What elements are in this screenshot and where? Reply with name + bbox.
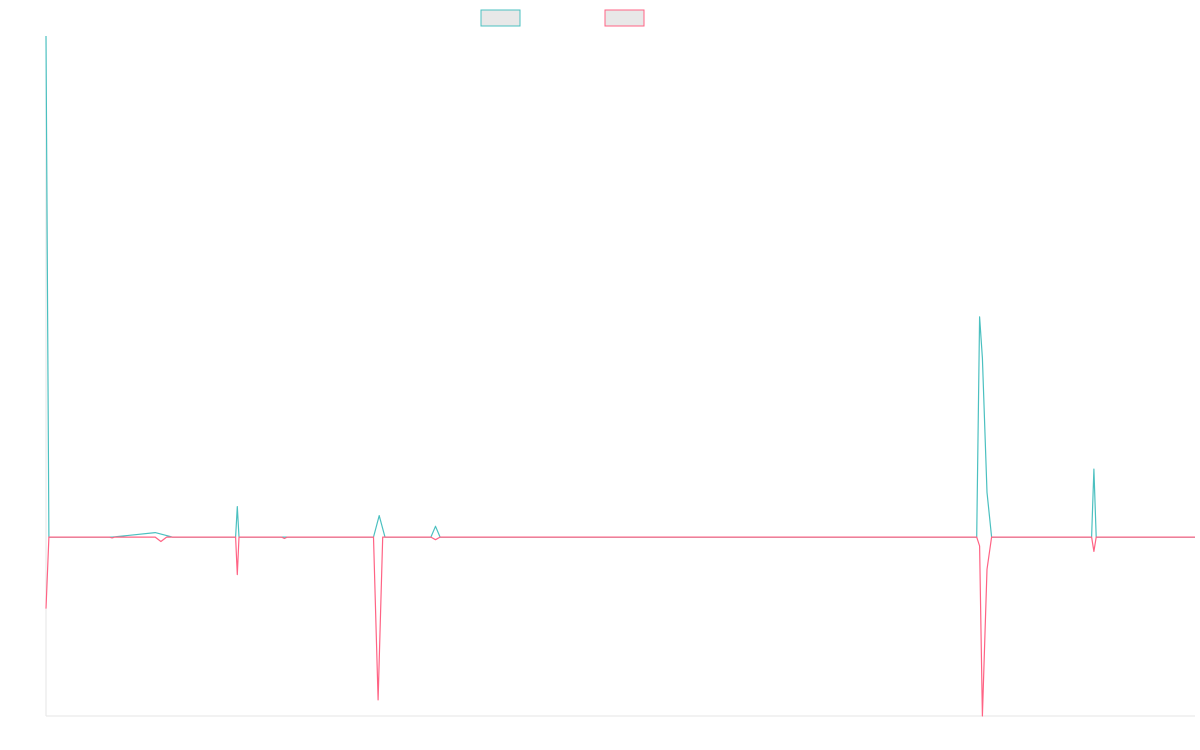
legend-swatch-1 bbox=[480, 9, 521, 27]
series-layer bbox=[45, 35, 1195, 717]
legend-swatch-2 bbox=[604, 9, 645, 27]
chart-legend bbox=[480, 9, 645, 27]
series-line-1 bbox=[45, 35, 1195, 538]
series-line-2 bbox=[45, 536, 1195, 717]
chart-axes bbox=[45, 36, 1195, 717]
